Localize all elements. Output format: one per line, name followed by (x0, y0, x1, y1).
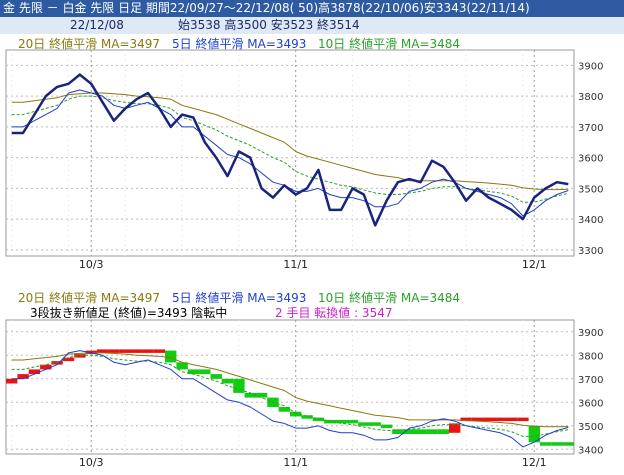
price-chart: 3300 3400 3500 3600 3700 3800 3900 10/3 11/1 12/1 (5, 49, 603, 270)
legend-ma5: 5日 終値平滑 MA=3493 (172, 37, 307, 51)
down-block (210, 374, 222, 379)
bot-x-tick: 11/1 (283, 456, 308, 469)
up-block (483, 417, 495, 422)
legend-ma10-lower: 10日 終値平滑 MA=3484 (318, 291, 461, 305)
down-block (562, 442, 574, 446)
close-price-line (11, 73, 569, 227)
down-block (415, 429, 427, 434)
down-block (301, 415, 313, 419)
down-block (403, 429, 415, 434)
down-block (539, 442, 552, 446)
chart-title: 金 先限 － 白金 先限 日足 期間22/09/27～22/12/08( 50)… (0, 0, 624, 17)
up-block (131, 349, 143, 353)
down-block (324, 419, 336, 424)
date-label: 22/12/08 (70, 18, 124, 32)
up-block (142, 349, 154, 353)
down-block (233, 378, 245, 393)
up-block (28, 369, 41, 375)
up-block (119, 349, 131, 353)
up-block (96, 349, 109, 353)
legend-ma20: 20日 終値平滑 MA=3497 (18, 37, 161, 51)
up-block (153, 349, 166, 353)
up-block (449, 423, 461, 433)
top-x-tick: 10/3 (79, 258, 104, 270)
up-block (108, 349, 120, 353)
reversal-label: 2 手目 転換値 : 3547 (275, 306, 393, 320)
down-block (176, 362, 188, 370)
down-block (199, 369, 211, 375)
new-price-chart: 3400 3500 3600 3700 3800 3900 10/3 11/1 12/1 (5, 319, 603, 469)
top-y-tick: 3900 (578, 61, 603, 72)
up-block (494, 417, 506, 422)
down-block (528, 425, 540, 443)
top-y-tick: 3700 (578, 123, 603, 134)
down-block (255, 392, 268, 398)
ma5-line-lower (11, 350, 569, 448)
top-y-tick: 3400 (578, 215, 603, 226)
down-block (369, 422, 381, 426)
price-summary-bar: 22/12/08 始3538 高3500 安3523 終3514 (0, 17, 624, 34)
ohlc-label: 始3538 高3500 安3523 終3514 (178, 18, 360, 32)
down-block (165, 350, 177, 363)
down-block (312, 417, 325, 422)
down-block (278, 407, 290, 412)
top-y-tick: 3300 (578, 246, 603, 257)
down-block (221, 378, 234, 384)
up-block (62, 357, 75, 362)
up-block (17, 374, 29, 379)
bot-y-tick: 3400 (578, 445, 603, 456)
bot-x-tick: 10/3 (79, 456, 104, 469)
bot-y-tick: 3800 (578, 351, 603, 362)
top-y-tick: 3800 (578, 92, 603, 103)
up-block (505, 417, 518, 422)
up-block (471, 417, 484, 422)
top-x-tick: 11/1 (283, 258, 308, 270)
up-block (74, 354, 86, 358)
top-plot-frame (5, 49, 575, 257)
up-block (460, 417, 472, 422)
bot-y-tick: 3500 (578, 422, 603, 433)
down-block (426, 429, 438, 434)
up-block (6, 378, 18, 384)
up-block (517, 417, 529, 422)
legend-ma5-lower: 5日 終値平滑 MA=3493 (172, 291, 307, 305)
top-x-tick: 12/1 (522, 258, 547, 270)
break-info: 3段抜き新値足 (終値)=3493 陰転中 (30, 306, 228, 320)
down-block (380, 424, 393, 429)
down-block (290, 411, 302, 417)
up-block (85, 350, 97, 355)
down-block (335, 419, 347, 424)
bot-y-tick: 3900 (578, 328, 603, 339)
title-text: 金 先限 － 白金 先限 日足 期間22/09/27～22/12/08( 50)… (3, 1, 530, 15)
down-block (346, 419, 359, 424)
bot-y-tick: 3600 (578, 398, 603, 409)
ma20-line-lower (11, 352, 569, 428)
down-block (358, 422, 370, 426)
down-block (437, 429, 450, 434)
bot-plot-frame (5, 319, 575, 455)
down-block (187, 369, 200, 375)
bot-x-tick: 12/1 (522, 456, 547, 469)
top-y-tick: 3500 (578, 184, 603, 195)
up-block (40, 364, 52, 370)
up-block (51, 361, 63, 365)
legend-ma20-lower: 20日 終値平滑 MA=3497 (18, 291, 161, 305)
bot-y-tick: 3700 (578, 375, 603, 386)
down-block (244, 392, 256, 398)
legend-ma10: 10日 終値平滑 MA=3484 (318, 37, 461, 51)
down-block (392, 429, 404, 434)
top-y-tick: 3600 (578, 154, 603, 165)
ma20-line (11, 92, 569, 191)
down-block (551, 442, 563, 446)
